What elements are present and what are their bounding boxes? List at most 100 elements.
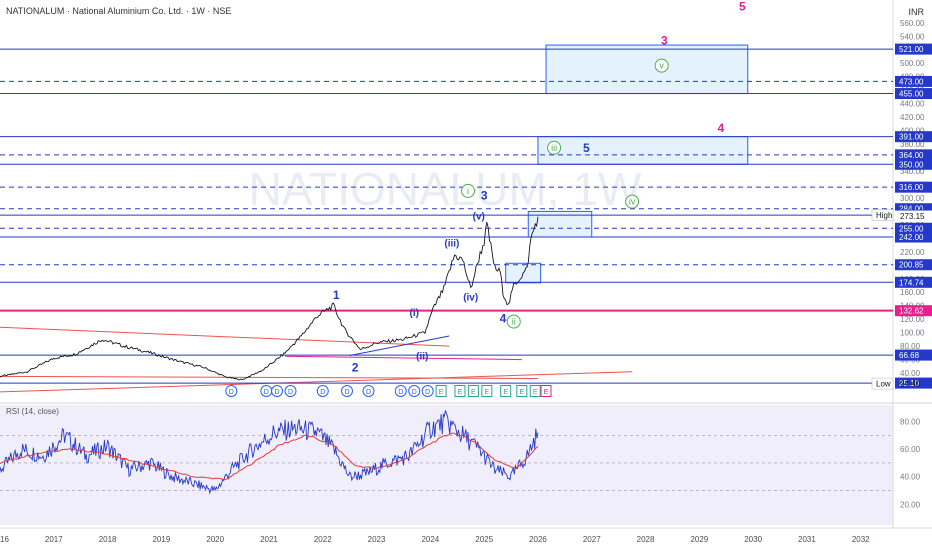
earnings-marker[interactable] [435,385,447,397]
price-tick-label: 380.00 [900,140,925,149]
dividend-marker[interactable] [408,385,421,397]
wave-label: 5 [739,0,746,14]
dividend-marker[interactable] [225,385,238,397]
price-level-label: 255.00 [899,224,924,233]
year-tick-label: 2030 [744,535,762,544]
dividend-marker[interactable] [271,385,284,397]
side-label: High [876,211,892,220]
dividend-marker-label: D [264,389,269,396]
wave-label: 5 [583,141,590,155]
trendline[interactable] [349,335,450,357]
price-tick-label: 340.00 [900,167,925,176]
earnings-marker[interactable] [540,385,552,397]
price-tick-label: 100.00 [900,329,925,338]
price-level-tag [895,181,932,193]
side-label: Low [876,380,891,389]
dividend-marker-label: D [320,389,325,396]
price-level-tag [895,231,932,243]
price-level-tag [895,377,932,389]
trendline[interactable] [0,375,538,379]
dividend-marker[interactable] [284,385,297,397]
rsi-tick-label: 80.00 [900,418,921,427]
wave-label: (v) [473,212,485,223]
wave-label-circle [461,183,476,198]
price-level-label: 66.68 [899,351,920,360]
year-tick-label: 2029 [690,535,708,544]
earnings-marker[interactable] [500,385,512,397]
side-label-box [871,209,894,221]
symbol-header: NATIONALUM · National Aluminium Co. Ltd.… [6,6,232,16]
wave-label-circle [547,140,562,155]
earnings-marker[interactable] [529,385,541,397]
dividend-marker[interactable] [362,385,375,397]
earnings-marker-label: E [503,389,508,396]
year-tick-label: 2024 [421,535,439,544]
year-tick-label: 2020 [206,535,224,544]
price-level-tag [895,349,932,361]
earnings-marker[interactable] [467,385,479,397]
dividend-marker[interactable] [340,385,353,397]
price-level-label: 391.00 [899,133,924,142]
earnings-marker[interactable] [454,385,466,397]
target-zone[interactable] [537,136,749,165]
trendline[interactable] [285,355,522,361]
rsi-tick-label: 60.00 [900,445,921,454]
price-level-tag [895,203,932,215]
wave-label: 4 [500,312,507,326]
year-tick-label: 2017 [45,535,63,544]
wave-label: v [659,61,664,71]
price-level-label: 200.85 [899,261,924,270]
last-price-tag [895,210,932,222]
rsi-pane [0,405,893,525]
dividend-marker-label: D [412,389,417,396]
price-level-tag [895,222,932,234]
year-tick-label: 2019 [152,535,170,544]
rsi-line [0,410,539,495]
year-tick-label: 2026 [529,535,547,544]
price-level-tag [895,43,932,55]
wave-label-circle [625,194,640,209]
year-tick-label: 2027 [583,535,601,544]
earnings-marker[interactable] [516,385,528,397]
dividend-marker[interactable] [394,385,407,397]
rsi-tick-label: 20.00 [900,500,921,509]
earnings-marker-label: E [458,389,463,396]
year-tick-label: 2028 [637,535,655,544]
trendline[interactable] [0,371,633,393]
price-level-tag [895,259,932,271]
price-level-tag [895,149,932,161]
dividend-marker[interactable] [316,385,329,397]
dividend-marker-label: D [425,389,430,396]
dividend-marker[interactable] [421,385,434,397]
price-level-label: 242.00 [899,233,924,242]
price-series [0,216,539,381]
price-tick-label: 220.00 [900,248,925,257]
price-level-label: 174.74 [899,278,924,287]
price-level-label: 25.10 [899,379,920,388]
price-level-label: 473.00 [899,77,924,86]
price-level-label: 364.00 [899,151,924,160]
symbol-watermark: NATIONALUM, 1W [249,163,642,215]
currency-label[interactable]: INR [908,7,925,17]
price-tick-label: 420.00 [900,113,925,122]
wave-label: i [467,186,469,196]
wave-label: 3 [481,188,488,202]
price-tick-label: 300.00 [900,194,925,203]
price-tick-label: 500.00 [900,59,925,68]
price-tick-label: 80.00 [900,342,921,351]
price-tick-label: 400.00 [900,127,925,136]
side-label-box [871,377,894,390]
earnings-marker[interactable] [481,385,493,397]
earnings-marker-label: E [471,389,476,396]
price-level-label: 132.62 [899,307,924,316]
price-tick-label: 40.00 [900,369,921,378]
price-tick-label: 440.00 [900,100,925,109]
year-tick-label: 2021 [260,535,278,544]
target-zone[interactable] [545,44,749,95]
earnings-marker-label: E [533,389,538,396]
year-tick-label: 2022 [314,535,332,544]
price-label: 24.40 [900,380,921,389]
rsi-indicator-label[interactable]: RSI (14, close) [6,407,59,416]
earnings-marker-label: E [544,389,549,396]
